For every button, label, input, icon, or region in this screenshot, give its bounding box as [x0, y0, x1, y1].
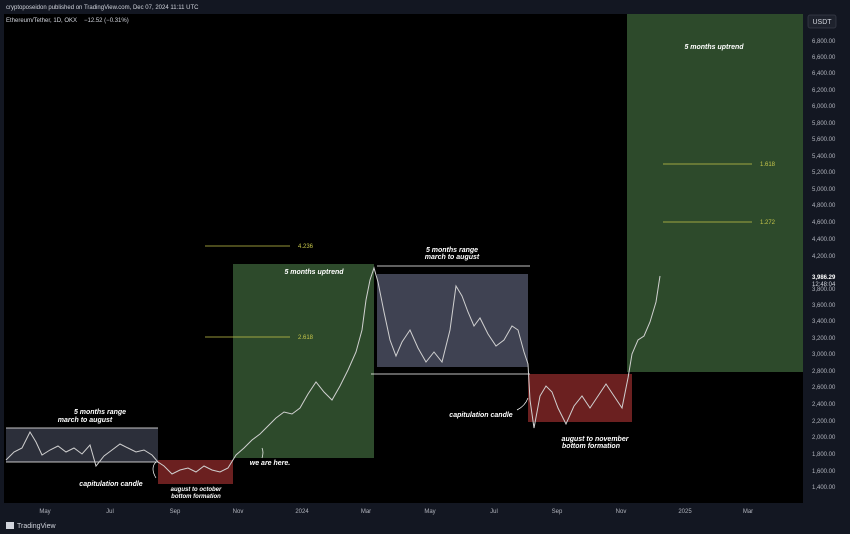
price-tick-label: 4,200.00 [812, 254, 836, 260]
symbol-label[interactable]: Ethereum/Tether, 1D, OKX [6, 18, 77, 24]
time-tick-label: Sep [552, 509, 563, 515]
currency-label: USDT [812, 19, 832, 26]
cap1-arrow [152, 461, 157, 479]
bottom1-label-a: august to october [171, 487, 222, 493]
time-tick-group: May Jul Sep Nov 2024 Mar May Jul Sep Nov 2025 Mar [39, 509, 753, 515]
price-tick-label: 6,200.00 [812, 88, 836, 94]
uptrend-zone-2 [627, 14, 803, 372]
price-tick-label: 1,600.00 [812, 469, 836, 475]
we-are-here-label: we are here. [250, 460, 291, 467]
time-tick-label: 2025 [678, 509, 692, 515]
price-tick-label: 6,000.00 [812, 104, 836, 110]
time-tick-label: May [424, 509, 435, 515]
time-axis[interactable] [0, 503, 803, 519]
uptrend-zone-1 [233, 264, 374, 458]
price-tick-label: 2,600.00 [812, 385, 836, 391]
bottom2-label-b: bottom formation [562, 443, 620, 450]
countdown-value: 12:48:04 [812, 282, 836, 288]
price-tick-label: 3,000.00 [812, 352, 836, 358]
range2-subtitle: march to august [425, 254, 480, 261]
price-tick-label: 4,400.00 [812, 237, 836, 243]
price-tick-label: 3,400.00 [812, 319, 836, 325]
range-zone-1 [6, 428, 158, 462]
time-tick-label: Sep [170, 509, 181, 515]
bottom1-label-b: bottom formation [171, 494, 221, 500]
price-tick-label: 3,200.00 [812, 336, 836, 342]
cap1-label: capitulation candle [79, 481, 143, 488]
price-tick-label: 1,800.00 [812, 452, 836, 458]
fib-label-2618: 2.618 [298, 335, 314, 341]
price-tick-label: 3,800.00 [812, 287, 836, 293]
price-tick-label: 2,200.00 [812, 419, 836, 425]
price-change: −12.52 (−0.31%) [84, 18, 129, 24]
price-series-line [5, 266, 661, 475]
time-tick-label: Mar [361, 509, 371, 515]
price-tick-label: 3,600.00 [812, 303, 836, 309]
price-tick-label: 4,600.00 [812, 220, 836, 226]
cap2-label: capitulation candle [449, 412, 513, 419]
bottom2-label-a: august to november [562, 436, 630, 443]
price-tick-label: 5,400.00 [812, 154, 836, 160]
price-tick-label: 2,800.00 [812, 369, 836, 375]
price-tick-label: 5,200.00 [812, 170, 836, 176]
price-tick-group: 6,800.00 6,600.00 6,400.00 6,200.00 6,000.00… [812, 39, 836, 491]
last-price-value: 3,986.29 [812, 275, 836, 281]
price-tick-label: 5,000.00 [812, 187, 836, 193]
price-tick-label: 6,800.00 [812, 39, 836, 45]
range2-title: 5 months range [426, 247, 478, 254]
fib-label-1618: 1.618 [760, 162, 776, 168]
time-tick-label: Mar [743, 509, 753, 515]
uptrend1-label: 5 months uptrend [284, 269, 344, 276]
time-tick-label: Nov [233, 509, 244, 515]
time-tick-label: May [39, 509, 50, 515]
price-tick-label: 1,400.00 [812, 485, 836, 491]
range1-subtitle: march to august [58, 417, 113, 424]
fib-label-1272: 1.272 [760, 220, 776, 226]
price-tick-label: 5,600.00 [812, 137, 836, 143]
we-are-here-arrow [261, 447, 264, 459]
time-tick-label: Nov [616, 509, 627, 515]
price-tick-label: 6,600.00 [812, 55, 836, 61]
publisher-text: cryptoposeidon published on TradingView.… [6, 5, 199, 11]
price-axis[interactable] [803, 14, 850, 516]
price-tick-label: 4,800.00 [812, 203, 836, 209]
uptrend2-label: 5 months uptrend [684, 44, 744, 51]
time-tick-label: Jul [490, 509, 498, 515]
tradingview-logo-icon[interactable] [6, 522, 14, 529]
time-tick-label: 2024 [295, 509, 309, 515]
price-tick-label: 5,800.00 [812, 121, 836, 127]
range-zone-2 [377, 274, 528, 367]
range1-title: 5 months range [74, 409, 126, 416]
time-tick-label: Jul [106, 509, 114, 515]
footer-bar [0, 519, 850, 534]
fib-label-4236: 4.236 [298, 244, 314, 250]
currency-button[interactable] [807, 14, 837, 29]
price-tick-label: 2,000.00 [812, 435, 836, 441]
price-tick-label: 2,400.00 [812, 402, 836, 408]
price-tick-label: 6,400.00 [812, 71, 836, 77]
footer-brand[interactable]: TradingView [17, 523, 56, 530]
cap2-arrow [516, 397, 529, 411]
